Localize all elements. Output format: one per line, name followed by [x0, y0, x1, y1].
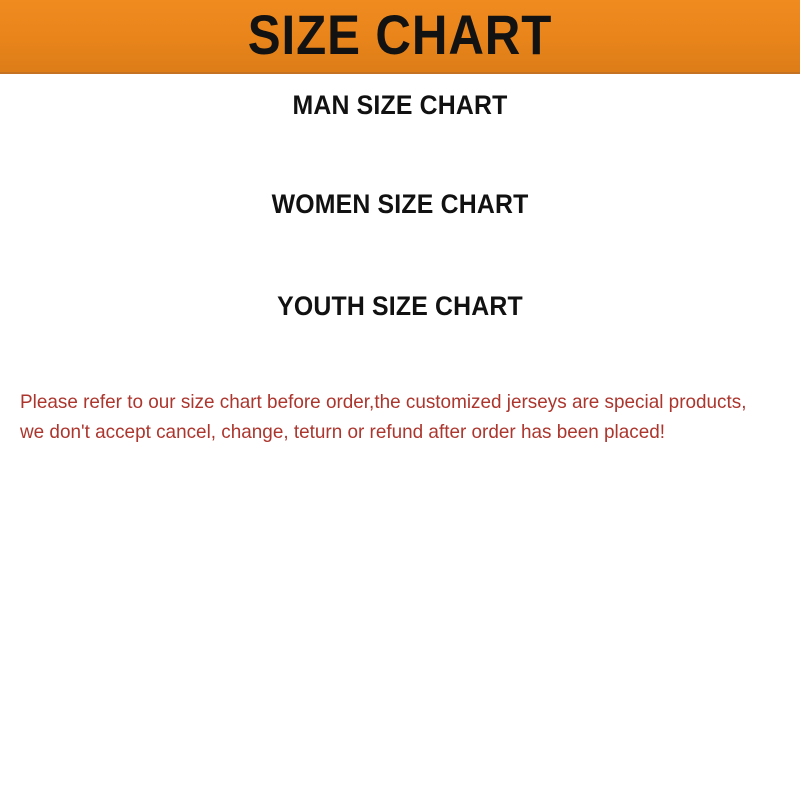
man-table-header-row — [26, 133, 774, 167]
youth-table-colgroup — [28, 335, 772, 369]
youth-table-body — [28, 335, 772, 369]
women-table-body — [28, 233, 772, 267]
women-table-header-row — [28, 233, 772, 267]
order-policy-note-line-1: Please refer to our size chart before or… — [20, 391, 747, 413]
youth-table-header-row — [28, 335, 772, 369]
man-table-colgroup — [26, 133, 774, 167]
women-table-colgroup — [28, 233, 772, 267]
women-size-table — [28, 233, 772, 267]
youth-size-table — [28, 335, 772, 369]
women-section-heading: WOMEN SIZE CHART — [271, 189, 529, 219]
order-policy-note-line-2: we don't accept cancel, change, teturn o… — [20, 421, 666, 444]
banner: SIZE CHART — [0, 0, 800, 74]
banner-title: SIZE CHART — [247, 2, 553, 66]
man-size-table — [26, 133, 774, 167]
man-table-body — [26, 133, 774, 167]
order-policy-note: Please refer to our size chart before or… — [20, 387, 757, 447]
youth-section-heading: YOUTH SIZE CHART — [277, 291, 523, 321]
man-section-heading: MAN SIZE CHART — [292, 90, 508, 120]
